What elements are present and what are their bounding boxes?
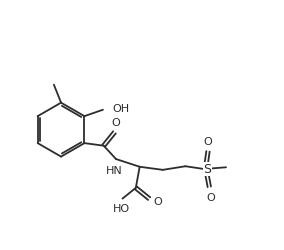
Text: S: S — [204, 163, 212, 175]
Text: O: O — [206, 192, 215, 202]
Text: HO: HO — [113, 204, 130, 214]
Text: O: O — [204, 136, 212, 146]
Text: OH: OH — [113, 104, 130, 114]
Text: O: O — [111, 117, 120, 127]
Text: O: O — [154, 196, 162, 206]
Text: HN: HN — [106, 165, 123, 175]
